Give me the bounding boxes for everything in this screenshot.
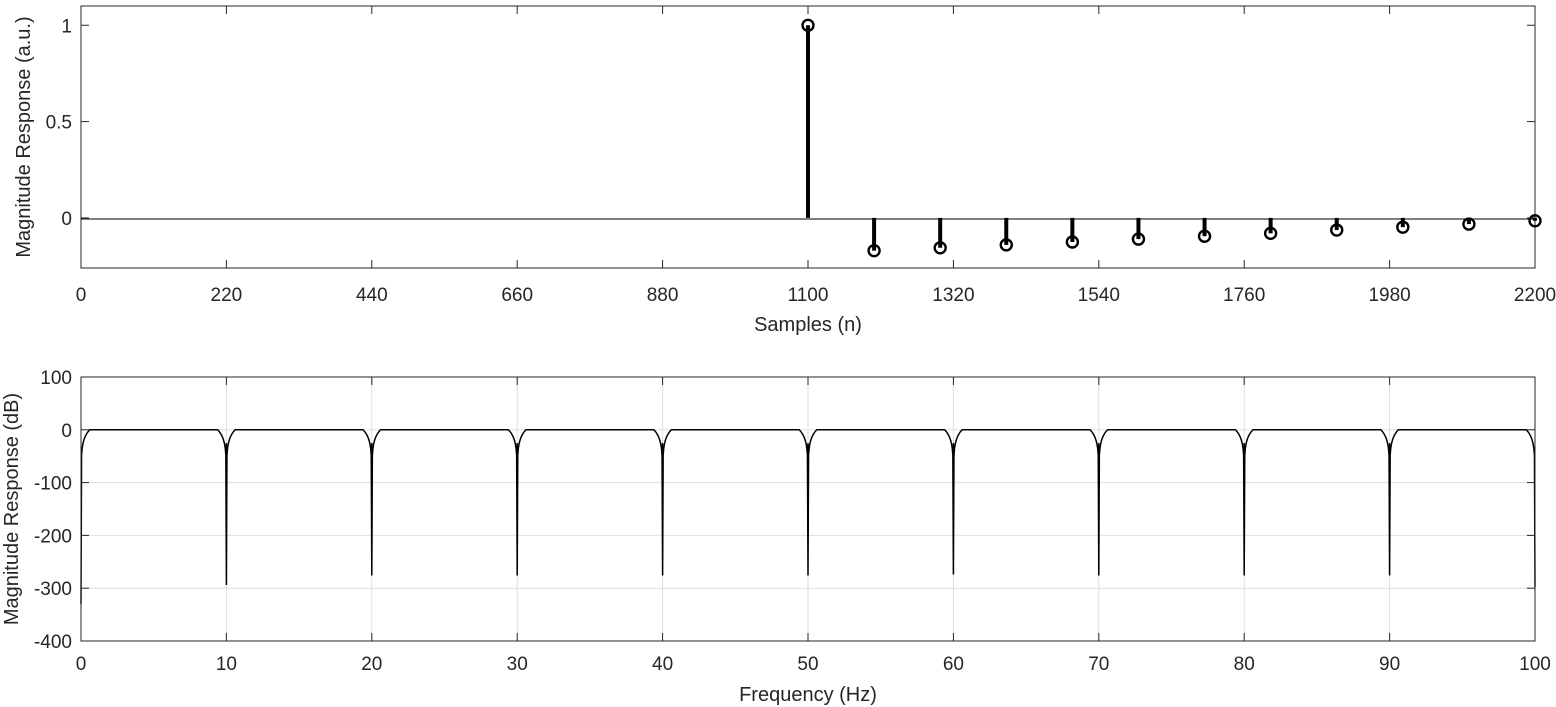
frequency-response-y-tick-label: -200 xyxy=(34,526,72,547)
frequency-response-x-tick-label: 70 xyxy=(1088,654,1109,675)
frequency-response-x-tick-label: 60 xyxy=(943,654,964,675)
frequency-response-x-axis-label: Frequency (Hz) xyxy=(739,684,877,706)
frequency-response-x-tick-label: 30 xyxy=(507,654,528,675)
impulse-response-x-tick-label: 880 xyxy=(647,285,679,306)
frequency-response-y-tick-label: 100 xyxy=(40,368,72,389)
impulse-response-stem-marker xyxy=(1396,220,1410,234)
impulse-response-x-tick-label: 1980 xyxy=(1368,285,1410,306)
impulse-response-y-axis-label: Magnitude Response (a.u.) xyxy=(13,16,35,257)
impulse-response-stem-marker xyxy=(801,18,815,32)
impulse-response-stem-marker xyxy=(1197,229,1212,243)
impulse-response-stem-marker xyxy=(1131,232,1146,246)
impulse-response-y-tick-label: 0 xyxy=(61,209,72,230)
frequency-response-line xyxy=(80,429,1536,605)
frequency-response-y-tick-label: -300 xyxy=(34,579,72,600)
impulse-response-stem-marker xyxy=(999,238,1013,252)
frequency-response-y-axis-label: Magnitude Response (dB) xyxy=(1,393,23,625)
impulse-response-x-axis-label: Samples (n) xyxy=(754,314,862,336)
impulse-response-x-tick-label: 1320 xyxy=(932,285,974,306)
frequency-response-axes: 0 10 20 30 40 50 60 70 80 90 100 -400-300-200-1000… xyxy=(1,368,1551,706)
impulse-response-stem-marker xyxy=(867,243,881,258)
impulse-response-x-tick-label: 1540 xyxy=(1078,285,1120,306)
frequency-response-y-tick-label: -100 xyxy=(34,474,72,495)
impulse-response-y-ticks: 00.51 xyxy=(46,16,1535,230)
frequency-response-y-tick-label: 0 xyxy=(61,421,72,442)
impulse-response-x-tick-label: 440 xyxy=(356,285,388,306)
frequency-response-x-tick-label: 80 xyxy=(1234,654,1255,675)
frequency-response-x-tick-label: 10 xyxy=(216,654,237,675)
frequency-response-x-tick-label: 50 xyxy=(797,654,818,675)
frequency-response-y-ticks: -400 -300 -200 -100 0 100 xyxy=(34,368,1535,653)
frequency-response-y-tick-label: -400 xyxy=(34,632,72,653)
impulse-response-x-tick-label: 2200 xyxy=(1514,285,1556,306)
impulse-response-stem-marker xyxy=(1330,223,1344,237)
impulse-response-y-tick-label: 1 xyxy=(61,16,72,37)
impulse-response-x-ticks: 0 220 440 660 880 1100 1320 1540 1760 1980 2200 xyxy=(76,6,1556,306)
frequency-response-x-tick-label: 20 xyxy=(361,654,382,675)
frequency-response-x-tick-label: 100 xyxy=(1519,654,1551,675)
impulse-response-x-tick-label: 1100 xyxy=(788,285,829,306)
impulse-response-x-tick-label: 1760 xyxy=(1223,285,1265,306)
impulse-response-axes: 0 220 440 660 880 1100 1320 1540 1760 1980 2200 00… xyxy=(13,5,1556,336)
frequency-response-x-tick-label: 0 xyxy=(76,654,87,675)
frequency-response-x-ticks: 0 10 20 30 40 50 60 70 80 90 100 xyxy=(76,377,1551,675)
impulse-response-stem-marker xyxy=(1263,226,1278,241)
impulse-response-stem-marker xyxy=(1462,217,1476,231)
impulse-response-stem-marker xyxy=(933,241,947,255)
impulse-response-x-tick-label: 660 xyxy=(501,285,533,306)
impulse-response-x-tick-label: 220 xyxy=(211,285,243,306)
impulse-response-y-tick-label: 0.5 xyxy=(46,113,72,134)
frequency-response-x-tick-label: 90 xyxy=(1379,654,1400,675)
impulse-response-stem-marker xyxy=(1528,214,1542,228)
impulse-response-x-tick-label: 0 xyxy=(76,285,87,306)
frequency-response-x-tick-label: 40 xyxy=(652,654,673,675)
impulse-response-stems xyxy=(801,18,1542,258)
impulse-response-stem-marker xyxy=(1065,235,1080,249)
